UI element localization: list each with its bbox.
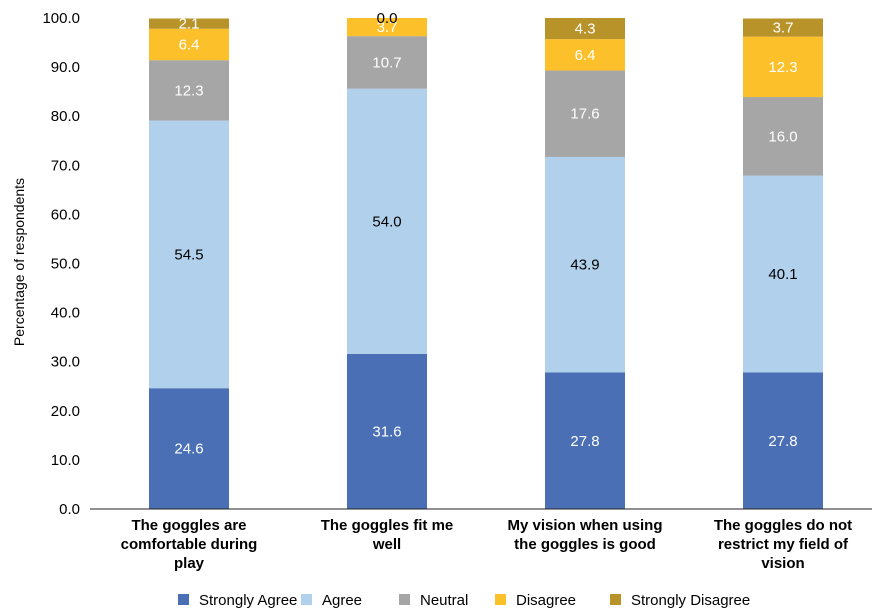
category-label: well [372, 536, 401, 553]
y-tick-label: 40.0 [51, 305, 80, 322]
legend-label: Neutral [420, 592, 468, 609]
bar-segment [347, 36, 427, 89]
category-labels: The goggles are comfortable during play The… [121, 517, 853, 572]
legend: Strongly Agree Agree Neutral Disagree Strong… [178, 592, 750, 609]
y-axis-ticks: 0.0 10.0 20.0 30.0 40.0 50.0 60.0 70.0 80.0 90.0 1… [42, 10, 80, 518]
legend-swatch [178, 594, 189, 605]
y-tick-label: 60.0 [51, 206, 80, 223]
bars: 24.654.512.36.42.131.654.010.73.70.027.8… [149, 10, 823, 509]
legend-label: Strongly Agree [199, 592, 297, 609]
data-label: 4.3 [575, 21, 596, 38]
bar-segment [149, 388, 229, 509]
y-tick-label: 10.0 [51, 452, 80, 469]
data-label: 0.0 [377, 10, 398, 27]
data-label: 2.1 [179, 16, 200, 33]
bar-segment [545, 70, 625, 157]
bar-segment [743, 97, 823, 176]
legend-label: Disagree [516, 592, 576, 609]
bar-segment [545, 372, 625, 509]
category-label: play [174, 555, 205, 572]
category-label: restrict my field of [718, 536, 849, 553]
data-label: 12.3 [174, 82, 203, 99]
bar-segment [149, 28, 229, 61]
data-label: 31.6 [372, 423, 401, 440]
y-tick-label: 0.0 [59, 501, 80, 518]
bar-segment [545, 18, 625, 40]
legend-label: Strongly Disagree [631, 592, 750, 609]
legend-swatch [610, 594, 621, 605]
data-label: 40.1 [768, 266, 797, 283]
legend-swatch [399, 594, 410, 605]
category-label: The goggles are [131, 517, 246, 534]
category-label: the goggles is good [514, 536, 656, 553]
bar-segment [545, 39, 625, 71]
bar-segment [149, 18, 229, 29]
y-tick-label: 70.0 [51, 157, 80, 174]
bar-segment [743, 36, 823, 98]
category-label: vision [761, 555, 804, 572]
bar-segment [149, 120, 229, 389]
category-label: The goggles do not [714, 517, 852, 534]
y-tick-label: 100.0 [42, 10, 80, 27]
data-label: 10.7 [372, 54, 401, 71]
data-label: 27.8 [570, 433, 599, 450]
data-label: 43.9 [570, 257, 599, 274]
y-tick-label: 50.0 [51, 256, 80, 273]
bar-segment [743, 175, 823, 373]
data-label: 3.7 [377, 19, 398, 36]
data-label: 16.0 [768, 128, 797, 145]
data-label: 6.4 [575, 47, 596, 64]
y-tick-label: 20.0 [51, 403, 80, 420]
bar-segment [347, 353, 427, 509]
legend-swatch [301, 594, 312, 605]
data-label: 6.4 [179, 37, 200, 54]
category-label: The goggles fit me [321, 517, 454, 534]
y-tick-label: 30.0 [51, 354, 80, 371]
y-tick-label: 90.0 [51, 59, 80, 76]
bar-segment [545, 156, 625, 373]
data-label: 27.8 [768, 433, 797, 450]
data-label: 3.7 [773, 20, 794, 37]
data-label: 17.6 [570, 106, 599, 123]
y-tick-label: 80.0 [51, 108, 80, 125]
data-label: 24.6 [174, 441, 203, 458]
data-label: 54.0 [372, 213, 401, 230]
bar-segment [347, 18, 427, 37]
y-axis-title: Percentage of respondents [11, 178, 27, 346]
bar-segment [347, 88, 427, 354]
legend-swatch [495, 594, 506, 605]
data-label: 54.5 [174, 246, 203, 263]
bar-segment [743, 372, 823, 509]
legend-label: Agree [322, 592, 362, 609]
bar-segment [149, 60, 229, 121]
data-label: 12.3 [768, 59, 797, 76]
category-label: My vision when using [507, 517, 662, 534]
category-label: comfortable during [121, 536, 258, 553]
bar-segment [743, 18, 823, 37]
